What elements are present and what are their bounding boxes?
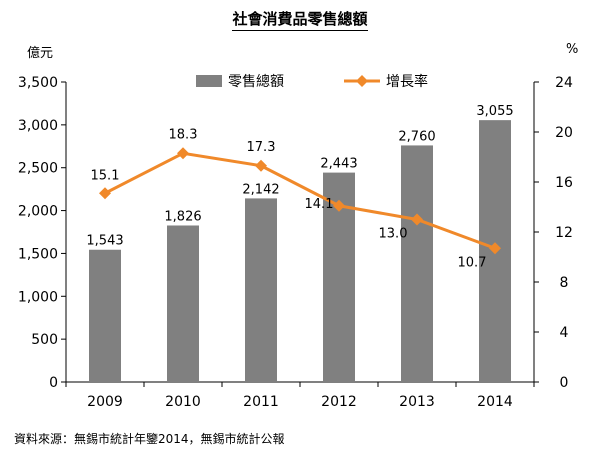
growth-rate-point (333, 199, 345, 212)
x-tick-label: 2012 (321, 394, 357, 410)
x-tick-label: 2009 (87, 394, 123, 410)
bar-value-label: 2,142 (242, 182, 279, 197)
growth-rate-label: 13.0 (379, 227, 408, 242)
legend-line-marker (356, 75, 368, 87)
growth-rate-label: 17.3 (247, 140, 276, 155)
left-tick-label: 2,000 (18, 204, 58, 220)
right-tick-label: 12 (555, 225, 573, 241)
growth-rate-line (104, 151, 496, 250)
x-tick-label: 2010 (165, 394, 201, 410)
right-tick-label: 24 (555, 75, 573, 91)
growth-rate-point (411, 213, 423, 226)
bar (167, 225, 199, 382)
bar (245, 198, 277, 382)
left-axis-unit: 億元 (27, 46, 54, 61)
growth-rate-label: 18.3 (169, 127, 198, 142)
right-tick-label: 16 (555, 175, 573, 191)
right-axis-unit: % (566, 42, 579, 57)
left-tick-label: 2,500 (18, 161, 58, 177)
left-tick-label: 0 (49, 375, 58, 391)
legend-line-label: 增長率 (386, 73, 428, 90)
bar-value-label: 2,760 (398, 129, 435, 144)
x-tick-label: 2014 (477, 394, 513, 410)
growth-rate-label: 10.7 (458, 255, 487, 270)
bar (89, 249, 121, 382)
source-note: 資料來源：無錫市統計年鑒2014，無錫市統計公報 (14, 432, 285, 446)
right-tick-label: 4 (560, 325, 569, 341)
growth-rate-point (177, 147, 189, 160)
legend-bar-label: 零售總額 (228, 73, 284, 90)
legend-bar-swatch (196, 75, 222, 87)
bar-value-label: 3,055 (476, 104, 513, 119)
x-tick-label: 2011 (243, 394, 279, 410)
chart-title: 社會消費品零售總額 (0, 8, 600, 31)
bar-value-label: 1,826 (164, 209, 201, 224)
left-tick-label: 3,000 (18, 118, 58, 134)
x-tick-label: 2013 (399, 394, 435, 410)
bar-value-label: 2,443 (320, 157, 357, 172)
growth-rate-point (255, 159, 267, 172)
growth-rate-label: 14.1 (305, 197, 334, 212)
left-tick-label: 3,500 (18, 75, 58, 91)
growth-rate-point (489, 242, 501, 255)
growth-rate-label: 15.1 (91, 168, 120, 183)
bar-value-label: 1,543 (86, 234, 123, 249)
left-tick-label: 1,500 (18, 246, 58, 262)
growth-rate-point (99, 187, 111, 200)
right-tick-label: 0 (560, 375, 569, 391)
bar (401, 145, 433, 382)
right-tick-label: 8 (560, 275, 569, 291)
left-tick-label: 500 (31, 332, 58, 348)
right-tick-label: 20 (555, 125, 573, 141)
left-tick-label: 1,000 (18, 289, 58, 305)
